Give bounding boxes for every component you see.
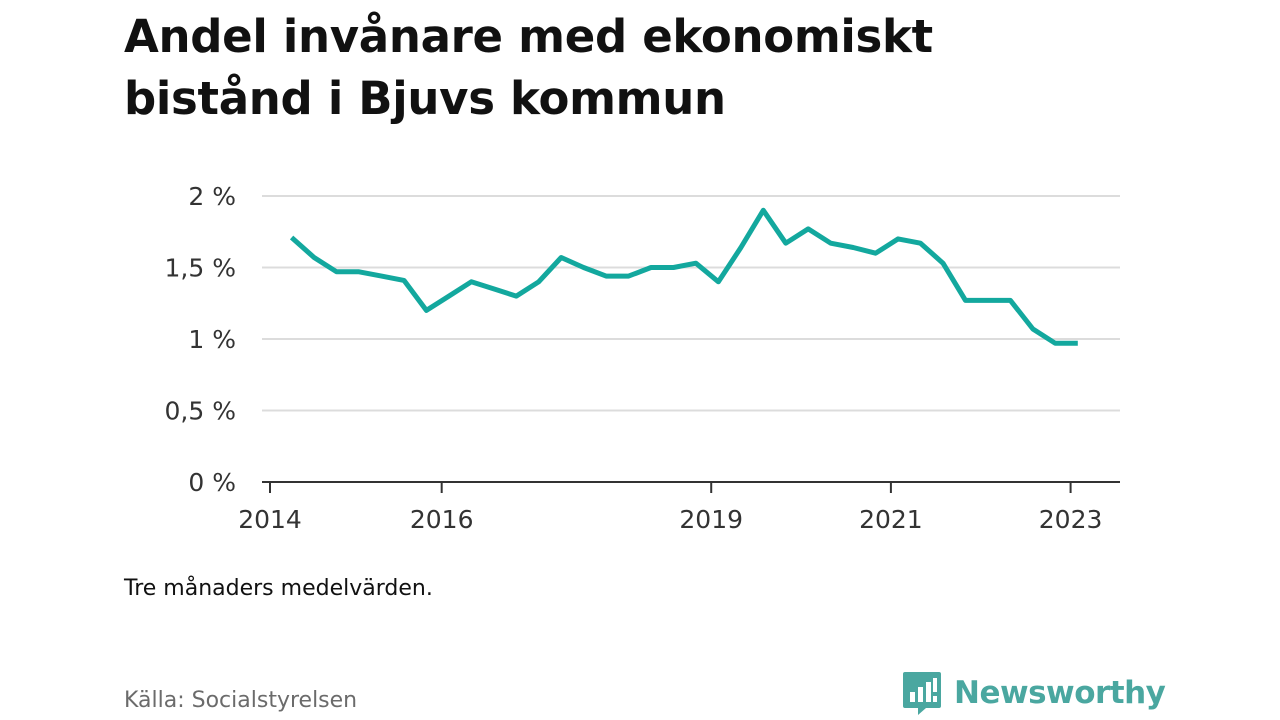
source-label: Källa: Socialstyrelsen [124, 688, 358, 713]
chart-title-line-2: bistånd i Bjuvs kommun [124, 72, 726, 125]
chart-title-line-1: Andel invånare med ekonomiskt [124, 10, 933, 63]
axis-layer: 0 % 0,5 % 1 % 1,5 % 2 % 2014 2016 2019 2021 2023 [165, 182, 1120, 534]
brand-logo: Newsworthy [902, 670, 1166, 716]
grid-layer [262, 195, 1120, 412]
x-tick-label: 2014 [238, 505, 302, 534]
x-tick-label: 2023 [1039, 505, 1103, 534]
x-tick-label: 2019 [679, 505, 743, 534]
chart-note: Tre månaders medelvärden. [124, 576, 433, 601]
y-tick-label: 0 % [188, 468, 236, 497]
line-layer [289, 207, 1078, 346]
y-tick-label: 1 % [188, 325, 236, 354]
brand-name: Newsworthy [954, 675, 1166, 711]
x-tick-label: 2016 [410, 505, 474, 534]
x-tick-label: 2021 [859, 505, 923, 534]
bar-chart-speech-bubble-icon [903, 672, 941, 715]
series-line [289, 207, 1078, 346]
chart-title: Andel invånare med ekonomiskt bistånd i … [124, 6, 1124, 130]
y-tick-label: 1,5 % [165, 254, 236, 283]
y-tick-label: 2 % [188, 182, 236, 211]
y-tick-label: 0,5 % [165, 397, 236, 426]
